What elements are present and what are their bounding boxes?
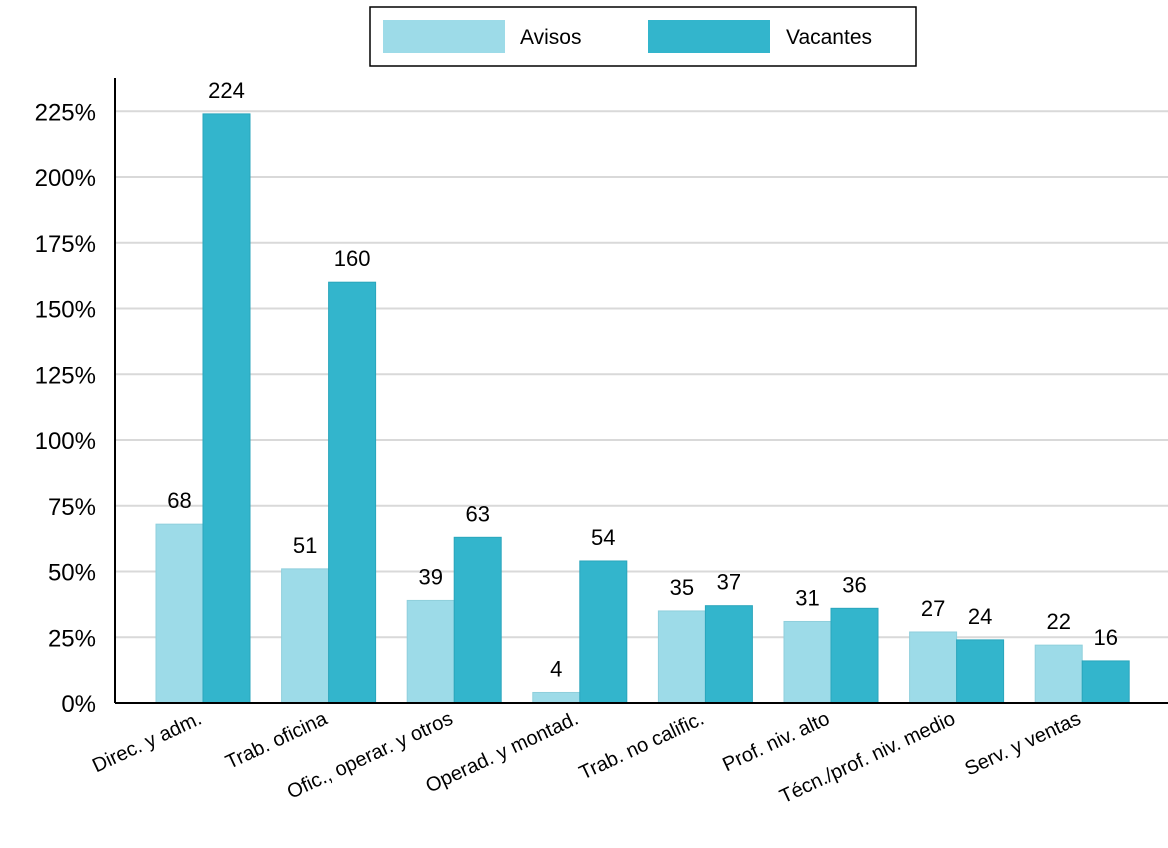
axes: [114, 78, 1168, 704]
data-label: 63: [465, 501, 489, 526]
bar-avisos: [909, 631, 958, 704]
bar-vacantes: [704, 605, 753, 704]
data-label: 16: [1093, 625, 1117, 650]
y-tick-label: 100%: [35, 428, 96, 455]
data-label: 31: [795, 585, 819, 610]
legend-label-avisos: Avisos: [520, 26, 581, 49]
bar-vacantes: [202, 113, 251, 704]
bar-vacantes: [328, 281, 377, 704]
bar-avisos: [406, 599, 455, 704]
legend-swatch-vacantes: [648, 20, 770, 53]
y-tick-label: 50%: [48, 560, 96, 587]
bar-avisos: [1034, 644, 1083, 704]
y-tick-label: 25%: [48, 625, 96, 652]
data-label: 24: [968, 604, 992, 629]
legend: Avisos Vacantes: [369, 6, 917, 67]
x-tick-label: Trab. oficina: [222, 707, 331, 774]
data-label: 27: [921, 596, 945, 621]
legend-swatch-avisos: [383, 20, 505, 53]
data-label: 51: [293, 533, 317, 558]
data-label: 54: [591, 525, 615, 550]
data-label: 160: [334, 246, 371, 271]
bar-vacantes: [579, 560, 628, 704]
y-tick-label: 75%: [48, 494, 96, 521]
bar-avisos: [155, 523, 204, 704]
y-tick-label: 150%: [35, 297, 96, 324]
data-label: 35: [670, 575, 694, 600]
data-label: 68: [167, 488, 191, 513]
data-label: 22: [1046, 609, 1070, 634]
y-tick-label: 0%: [61, 691, 96, 718]
bars: [155, 113, 1130, 704]
y-ticks: 0% 25% 50% 75% 100% 125% 150% 175% 200% 225%: [35, 99, 96, 718]
x-tick-label: Trab. no calific.: [576, 708, 708, 785]
gridlines: [115, 110, 1168, 639]
bar-vacantes: [956, 639, 1005, 704]
data-label: 4: [550, 656, 562, 681]
y-tick-label: 225%: [35, 99, 96, 126]
x-tick-label: Prof. niv. alto: [719, 708, 833, 777]
legend-label-vacantes: Vacantes: [786, 26, 872, 49]
x-tick-label: Serv. y ventas: [962, 708, 1085, 781]
y-tick-label: 125%: [35, 362, 96, 389]
bar-vacantes: [1081, 660, 1130, 704]
x-tick-label: Direc. y adm.: [89, 708, 205, 778]
bar-vacantes: [453, 536, 502, 704]
bar-avisos: [783, 620, 832, 704]
y-tick-label: 175%: [35, 231, 96, 258]
bar-avisos: [657, 610, 706, 704]
data-label: 224: [208, 78, 245, 103]
data-label: 36: [842, 572, 866, 597]
bar-avisos: [281, 568, 330, 704]
bar-vacantes: [830, 607, 879, 704]
y-tick-label: 200%: [35, 165, 96, 192]
data-label: 39: [418, 564, 442, 589]
data-label: 37: [717, 570, 741, 595]
data-labels: 68 224 51 160 39 63 4 54 35 37 31 36 27 24 22 16: [167, 78, 1118, 682]
bar-avisos: [532, 691, 581, 704]
